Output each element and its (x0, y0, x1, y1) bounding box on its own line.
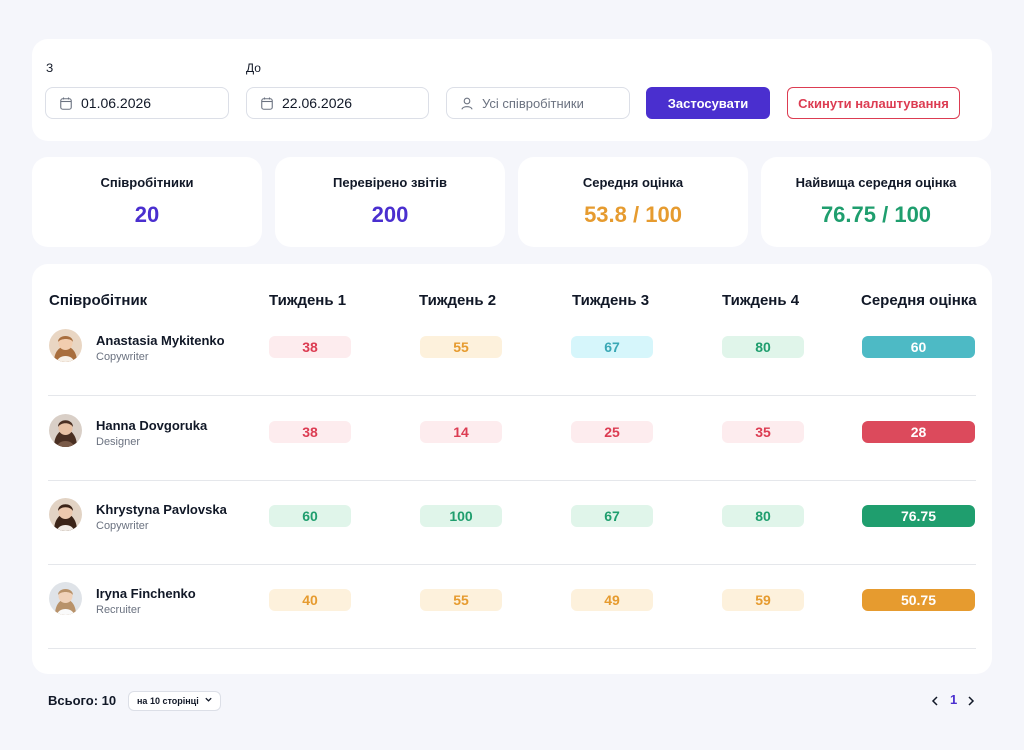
score-week-1: 38 (269, 336, 351, 358)
employee-name: Iryna Finchenko (96, 586, 196, 601)
score-week-3: 49 (571, 589, 653, 611)
column-header-week-1[interactable]: Тиждень 1 (269, 292, 347, 309)
stat-title: Найвища середня оцінка (795, 175, 957, 190)
table-row[interactable]: Anastasia Mykitenko Copywriter 38 55 67 … (48, 311, 976, 396)
calendar-icon (60, 97, 72, 110)
score-week-4: 80 (722, 505, 804, 527)
stat-value: 76.75 / 100 (820, 202, 932, 227)
employee-select-placeholder: Усі співробітники (482, 95, 584, 111)
stat-card-average: Середня оцінка 53.8 / 100 (518, 157, 748, 247)
apply-button[interactable]: Застосувати (646, 87, 770, 119)
chevron-left-icon[interactable] (930, 695, 940, 707)
employee-name: Anastasia Mykitenko (96, 333, 225, 348)
column-header-employee[interactable]: Співробітник (49, 292, 148, 309)
stat-title: Середня оцінка (582, 175, 684, 190)
score-week-1: 40 (269, 589, 351, 611)
score-week-3: 25 (571, 421, 653, 443)
score-week-3: 67 (571, 336, 653, 358)
column-header-week-3[interactable]: Тиждень 3 (572, 292, 650, 309)
table-row[interactable]: Khrystyna Pavlovska Copywriter 60 100 67… (48, 480, 976, 565)
per-page-value: на 10 сторінці (137, 696, 199, 706)
avatar (49, 582, 82, 615)
stat-card-top-average: Найвища середня оцінка 76.75 / 100 (761, 157, 991, 247)
column-header-week-4[interactable]: Тиждень 4 (722, 292, 800, 309)
stat-title: Перевірено звітів (333, 175, 447, 190)
calendar-icon (261, 97, 273, 110)
employee-role: Copywriter (96, 351, 149, 363)
from-label: З (46, 61, 54, 75)
table-row[interactable]: Hanna Dovgoruka Designer 38 14 25 35 28 (48, 396, 976, 481)
column-header-average[interactable]: Середня оцінка (861, 292, 977, 309)
score-average: 28 (862, 421, 975, 443)
employee-name: Khrystyna Pavlovska (96, 502, 227, 517)
stat-value: 20 (134, 202, 160, 227)
chevron-right-icon[interactable] (966, 695, 976, 707)
score-average: 50.75 (862, 589, 975, 611)
date-to-value: 22.06.2026 (282, 95, 353, 111)
score-week-2: 100 (420, 505, 502, 527)
score-week-4: 80 (722, 336, 804, 358)
stat-value: 200 (371, 202, 409, 227)
total-count: Всього: 10 (48, 693, 117, 708)
score-week-2: 14 (420, 421, 502, 443)
employee-role: Recruiter (96, 604, 141, 616)
to-label: До (246, 61, 261, 75)
column-header-week-2[interactable]: Тиждень 2 (419, 292, 497, 309)
filters-panel: З До 01.06.2026 22.06.2026 Усі співробіт… (32, 39, 992, 141)
per-page-select[interactable]: на 10 сторінці (128, 691, 221, 711)
score-average: 76.75 (862, 505, 975, 527)
score-average: 60 (862, 336, 975, 358)
avatar (49, 414, 82, 447)
score-week-4: 35 (722, 421, 804, 443)
user-icon (461, 97, 473, 110)
stat-value: 53.8 / 100 (584, 202, 682, 227)
stat-card-employees: Співробітники 20 (32, 157, 262, 247)
stat-card-reports: Перевірено звітів 200 (275, 157, 505, 247)
employee-name: Hanna Dovgoruka (96, 418, 208, 433)
page-number[interactable]: 1 (950, 692, 958, 707)
score-week-1: 38 (269, 421, 351, 443)
date-from-value: 01.06.2026 (81, 95, 152, 111)
stat-title: Співробітники (100, 175, 194, 190)
chevron-down-icon (205, 697, 212, 702)
table-row[interactable]: Iryna Finchenko Recruiter 40 55 49 59 50… (48, 564, 976, 649)
score-week-1: 60 (269, 505, 351, 527)
date-from-field[interactable]: 01.06.2026 (45, 87, 229, 119)
employee-select[interactable]: Усі співробітники (446, 87, 630, 119)
date-to-field[interactable]: 22.06.2026 (246, 87, 429, 119)
avatar (49, 498, 82, 531)
employee-role: Copywriter (96, 520, 149, 532)
score-week-2: 55 (420, 589, 502, 611)
scores-table: Співробітник Тиждень 1 Тиждень 2 Тиждень… (32, 264, 992, 674)
score-week-2: 55 (420, 336, 502, 358)
employee-role: Designer (96, 436, 141, 448)
avatar (49, 329, 82, 362)
score-week-3: 67 (571, 505, 653, 527)
score-week-4: 59 (722, 589, 804, 611)
reset-button[interactable]: Скинути налаштування (787, 87, 960, 119)
